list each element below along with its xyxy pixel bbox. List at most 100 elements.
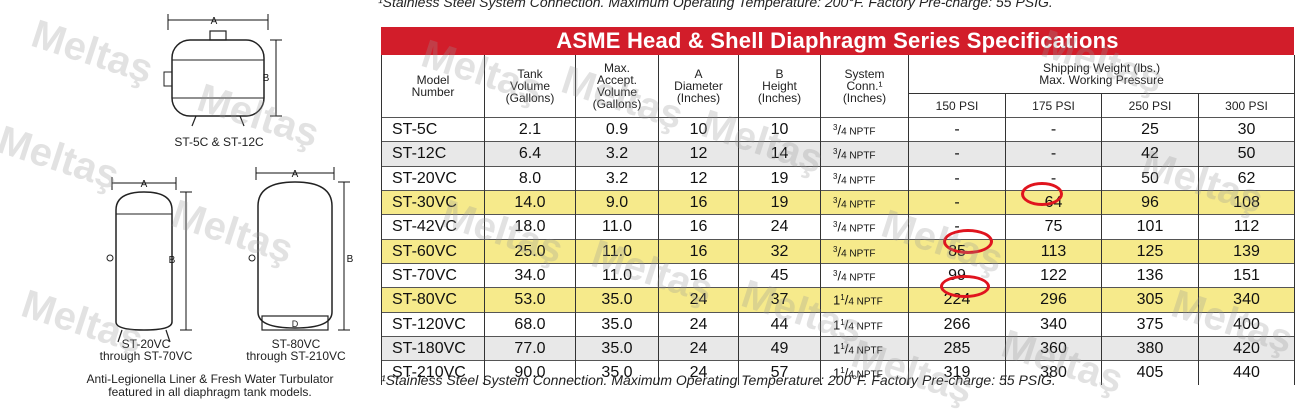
- table-row: ST-12C 6.4 3.2 12 14 3/4 NPTF - -42 50: [381, 141, 1296, 167]
- table-row: ST-42VC 18.0 11.0 16 24 3/4 NPTF -75 101 112: [381, 214, 1296, 240]
- diameter-cell: 16: [658, 190, 739, 215]
- spec-table: Model Number Tank Volume (Gallons) Max. Acce…: [381, 55, 1296, 385]
- volume-cell: 6.4: [484, 141, 576, 167]
- accept-volume-cell: 11.0: [575, 214, 659, 240]
- diameter-cell: 24: [658, 336, 739, 361]
- height-cell: 49: [738, 336, 821, 361]
- diameter-cell: 12: [658, 166, 739, 191]
- height-cell: 57: [738, 360, 821, 385]
- weight-300psi-cell: 108: [1197, 190, 1296, 215]
- connection-cell: 3/4 NPTF: [820, 141, 909, 167]
- weight-300psi-cell: 50: [1197, 141, 1296, 167]
- weight-250psi-cell: 25: [1101, 117, 1199, 142]
- weight-300psi-cell: 62: [1197, 166, 1296, 191]
- table-row: ST-80VC 53.0 35.0 24 37 11/4 NPTF 224 296 305 340: [381, 287, 1296, 313]
- header-volume: Tank Volume (Gallons): [484, 55, 576, 118]
- caption-top: ST-5C & ST-12C: [174, 135, 264, 149]
- header-conn: System Conn.¹ (Inches): [820, 55, 909, 118]
- connection-cell: 3/4 NPTF: [820, 117, 909, 142]
- volume-cell: 68.0: [484, 312, 576, 337]
- table-title: ASME Head & Shell Diaphragm Series Speci…: [381, 27, 1294, 55]
- volume-cell: 77.0: [484, 336, 576, 361]
- header-accept: Max. Accept. Volume (Gallons): [575, 55, 659, 118]
- caption-left-1: ST-20VC: [121, 337, 171, 351]
- weight-150psi-cell: -: [908, 166, 1006, 191]
- height-cell: 19: [738, 166, 821, 191]
- weight-150psi-cell: 319: [908, 360, 1006, 385]
- model-cell: ST-180VC: [381, 336, 485, 361]
- header-150psi: 150 PSI: [908, 93, 1006, 118]
- weight-250psi-cell: 136: [1101, 263, 1199, 288]
- table-row: ST-210VC 90.0 35.0 24 57 11/4 NPTF 319 380 405 44…: [381, 360, 1296, 385]
- weight-150psi-cell: 85: [908, 239, 1006, 264]
- weight-250psi-cell: 42: [1101, 141, 1199, 167]
- weight-250psi-cell: 405: [1101, 360, 1199, 385]
- table-row: ST-70VC 34.0 11.0 16 45 3/4 NPTF 99 122 136 151: [381, 263, 1296, 288]
- model-cell: ST-60VC: [381, 239, 485, 264]
- header-shipping: Shipping Weight (lbs.) Max. Working Press…: [907, 55, 1296, 94]
- weight-300psi-cell: 139: [1197, 239, 1296, 264]
- weight-150psi-cell: 266: [908, 312, 1006, 337]
- table-row: ST-180VC 77.0 35.0 24 49 11/4 NPTF 285 360 380 42…: [381, 336, 1296, 361]
- model-cell: ST-80VC: [381, 287, 485, 313]
- accept-volume-cell: 9.0: [575, 190, 659, 215]
- spec-table-wrapper: ASME Head & Shell Diaphragm Series Speci…: [381, 27, 1296, 385]
- connection-cell: 11/4 NPTF: [820, 360, 909, 385]
- svg-text:D: D: [292, 319, 299, 329]
- weight-175psi-cell: 75: [1005, 214, 1102, 240]
- weight-150psi-cell: -: [908, 190, 1006, 215]
- weight-250psi-cell: 50: [1101, 166, 1199, 191]
- accept-volume-cell: 11.0: [575, 239, 659, 264]
- weight-150psi-cell: -: [908, 117, 1006, 142]
- weight-175psi-cell: 340: [1005, 312, 1102, 337]
- height-cell: 45: [738, 263, 821, 288]
- volume-cell: 25.0: [484, 239, 576, 264]
- weight-250psi-cell: 96: [1101, 190, 1199, 215]
- weight-175psi-cell: 113: [1005, 239, 1102, 264]
- tank-diagrams-panel: A B A B: [0, 0, 372, 400]
- vertical-tank-icon: [115, 191, 173, 331]
- diameter-cell: 16: [658, 263, 739, 288]
- header-height: B Height (Inches): [738, 55, 821, 118]
- tall-tank-icon: [257, 181, 333, 329]
- weight-250psi-cell: 305: [1101, 287, 1199, 313]
- weight-175psi-cell: -: [1005, 117, 1102, 142]
- header-model: Model Number: [381, 55, 485, 118]
- weight-300psi-cell: 151: [1197, 263, 1296, 288]
- header-250psi: 250 PSI: [1101, 93, 1199, 118]
- connection-cell: 11/4 NPTF: [820, 336, 909, 361]
- connection-cell: 3/4 NPTF: [820, 214, 909, 240]
- accept-volume-cell: 0.9: [575, 117, 659, 142]
- connection-cell: 3/4 NPTF: [820, 190, 909, 215]
- weight-250psi-cell: 375: [1101, 312, 1199, 337]
- model-cell: ST-70VC: [381, 263, 485, 288]
- connection-cell: 3/4 NPTF: [820, 239, 909, 264]
- weight-300psi-cell: 420: [1197, 336, 1296, 361]
- caption-left-2: through ST-70VC: [99, 349, 193, 363]
- height-cell: 14: [738, 141, 821, 167]
- header-diameter: A Diameter (Inches): [658, 55, 739, 118]
- table-row: ST-20VC 8.0 3.2 12 19 3/4 NPTF - -50 62: [381, 166, 1296, 191]
- weight-250psi-cell: 380: [1101, 336, 1199, 361]
- height-cell: 24: [738, 214, 821, 240]
- weight-175psi-cell: 360: [1005, 336, 1102, 361]
- model-cell: ST-20VC: [381, 166, 485, 191]
- accept-volume-cell: 3.2: [575, 141, 659, 167]
- model-cell: ST-210VC: [381, 360, 485, 385]
- weight-300psi-cell: 440: [1197, 360, 1296, 385]
- table-row: ST-60VC 25.0 11.0 16 32 3/4 NPTF 85 113 125 139: [381, 239, 1296, 264]
- header-175psi: 175 PSI: [1005, 93, 1102, 118]
- diameter-cell: 12: [658, 141, 739, 167]
- connection-cell: 3/4 NPTF: [820, 263, 909, 288]
- table-row: ST-5C 2.1 0.9 10 10 3/4 NPTF - -25 30: [381, 117, 1296, 142]
- accept-volume-cell: 35.0: [575, 360, 659, 385]
- model-cell: ST-30VC: [381, 190, 485, 215]
- volume-cell: 14.0: [484, 190, 576, 215]
- connection-cell: 11/4 NPTF: [820, 312, 909, 337]
- weight-150psi-cell: 285: [908, 336, 1006, 361]
- caption-right-1: ST-80VC: [271, 337, 321, 351]
- top-dim-b: B: [263, 73, 270, 84]
- table-body: ST-5C 2.1 0.9 10 10 3/4 NPTF - -25 30 ST-12C 6.4 3.…: [381, 117, 1296, 385]
- accept-volume-cell: 35.0: [575, 336, 659, 361]
